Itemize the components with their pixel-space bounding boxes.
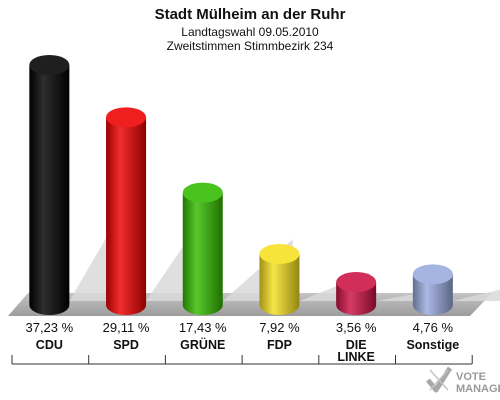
bar-body — [259, 253, 300, 315]
bar-top — [412, 264, 453, 285]
x-axis — [11, 355, 473, 365]
category-label: CDU — [36, 338, 63, 352]
bar-sonstige — [412, 264, 453, 315]
value-label: 29,11 % — [103, 320, 150, 335]
category-label: GRÜNE — [180, 337, 225, 352]
logo-manager: MANAGER — [456, 383, 500, 395]
bar-spd — [106, 107, 147, 316]
value-label: 7,92 % — [259, 320, 300, 335]
category-label: SPD — [113, 338, 139, 352]
category-label: DIE — [346, 338, 367, 352]
bar-body — [412, 274, 453, 315]
bar-top — [182, 182, 223, 203]
value-label: 17,43 % — [179, 320, 227, 335]
category-label: Sonstige — [406, 338, 459, 352]
bar-grüne — [182, 182, 223, 315]
logo-vote: VOTE — [456, 371, 486, 383]
bar-labels: 37,23 % CDU 29,11 % SPD 17,43 % GRÜNE 7,92 % FD… — [25, 320, 459, 364]
check-mark-icon — [426, 366, 453, 393]
category-label: LINKE — [337, 350, 375, 364]
category-label: FDP — [267, 338, 292, 352]
bar-body — [182, 192, 223, 315]
bars — [29, 55, 453, 316]
bar-top — [336, 272, 377, 293]
bar-top — [106, 107, 147, 128]
bar-top — [259, 243, 300, 264]
bar-fdp — [259, 243, 300, 315]
chart-subtitle-date: Landtagswahl 09.05.2010 — [181, 25, 319, 39]
bar-die-linke — [336, 272, 377, 315]
value-label: 4,76 % — [413, 320, 454, 335]
bar-cdu — [29, 55, 70, 315]
bar-body — [106, 117, 147, 316]
value-label: 3,56 % — [336, 320, 377, 335]
bar-body — [29, 65, 70, 315]
value-label: 37,23 % — [25, 320, 73, 335]
chart-subtitle-district: Zweitstimmen Stimmbezirk 234 — [167, 39, 334, 53]
bar-top — [29, 55, 70, 75]
vote-manager-logo: VOTE MANAGER — [426, 366, 500, 395]
chart-title: Stadt Mülheim an der Ruhr — [155, 6, 346, 23]
bar-shadow — [452, 289, 500, 301]
